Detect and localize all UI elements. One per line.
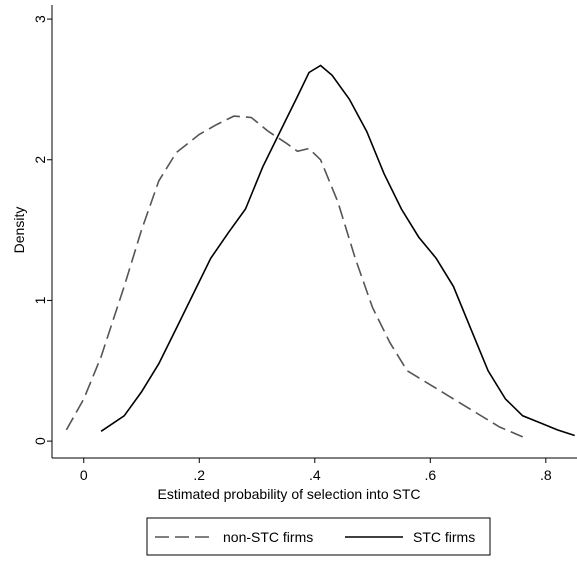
x-tick-label: .8 [540, 467, 552, 483]
density-line [65, 115, 524, 438]
y-tick-label: 1 [32, 296, 48, 304]
legend-box [146, 517, 491, 556]
x-tick-label: .6 [424, 467, 436, 483]
x-axis-title: Estimated probability of selection into … [157, 486, 420, 502]
y-tick-label: 0 [32, 437, 48, 445]
y-axis-title: Density [11, 207, 27, 254]
x-tick-label: 0 [80, 467, 88, 483]
y-tick-label: 3 [32, 15, 48, 23]
x-tick-label: .2 [193, 467, 205, 483]
x-tick-label: .4 [309, 467, 321, 483]
y-tick-label: 2 [32, 156, 48, 164]
density-line [100, 64, 575, 437]
legend-label: STC firms [413, 529, 475, 545]
legend-label: non-STC firms [223, 529, 313, 545]
